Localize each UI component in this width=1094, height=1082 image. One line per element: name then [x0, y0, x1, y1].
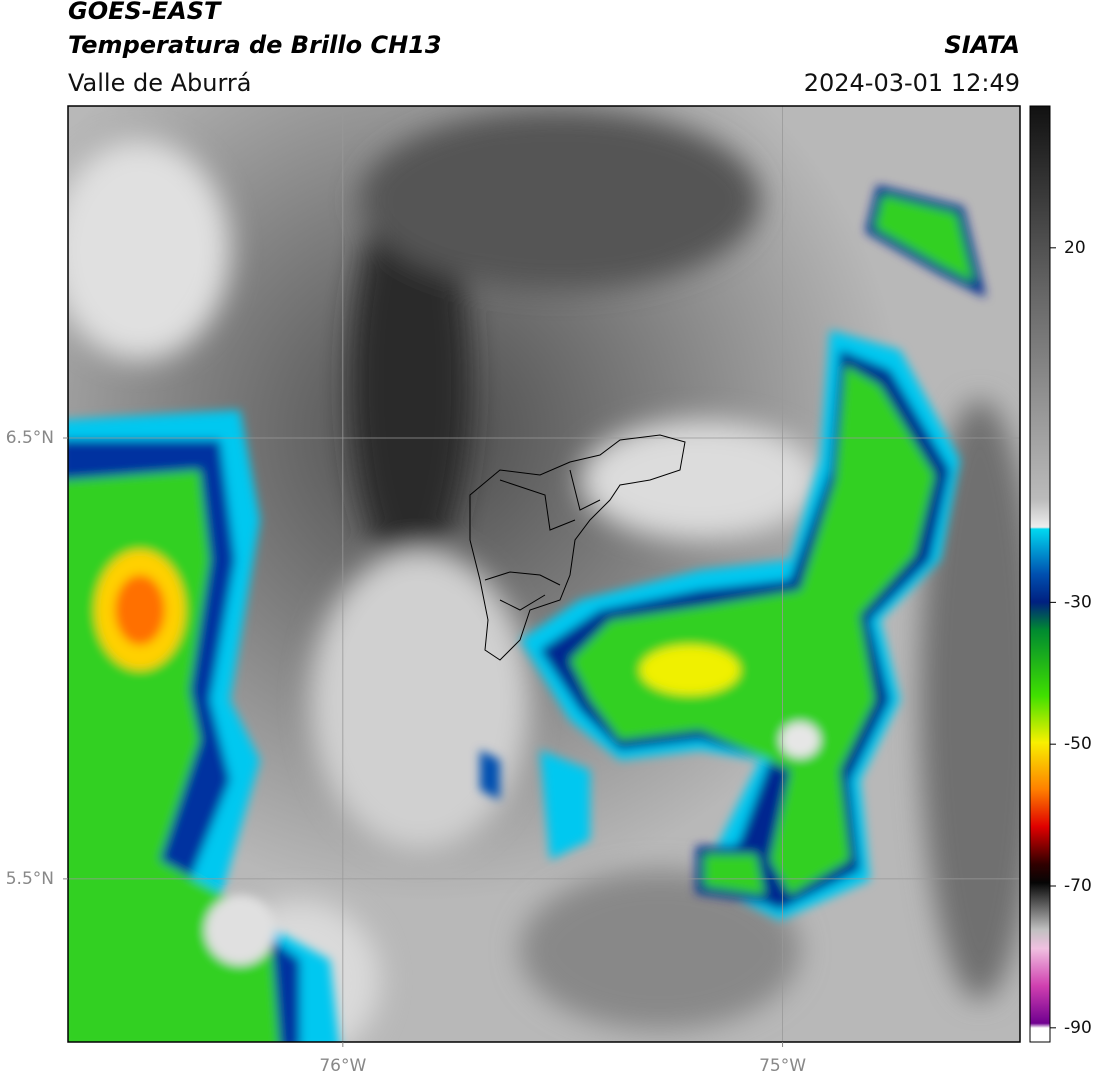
subtitle: Temperatura de Brillo CH13 [68, 31, 442, 59]
municipal-boundaries [469, 434, 686, 661]
map-frame [67, 105, 1021, 1043]
y-tick-label: 5.5°N [6, 869, 54, 889]
colorbar-tick-label: -30 [1064, 592, 1092, 612]
colorbar-tick-label: -70 [1064, 876, 1092, 896]
graticule [68, 106, 1020, 1042]
source: SIATA [944, 31, 1020, 59]
colorbar-tick-label: -50 [1064, 734, 1092, 754]
colorbar-tick-label: 20 [1064, 238, 1086, 258]
x-tick-label: 75°W [759, 1056, 806, 1076]
colorbar [1029, 105, 1051, 1043]
y-tick-label: 6.5°N [6, 428, 54, 448]
datetime: 2024-03-01 12:49 [804, 69, 1020, 97]
region: Valle de Aburrá [68, 69, 252, 97]
x-tick-label: 76°W [319, 1056, 366, 1076]
title: GOES-EAST [68, 0, 222, 25]
colorbar-tick-label: -90 [1064, 1018, 1092, 1038]
satellite-image [68, 106, 1020, 1042]
